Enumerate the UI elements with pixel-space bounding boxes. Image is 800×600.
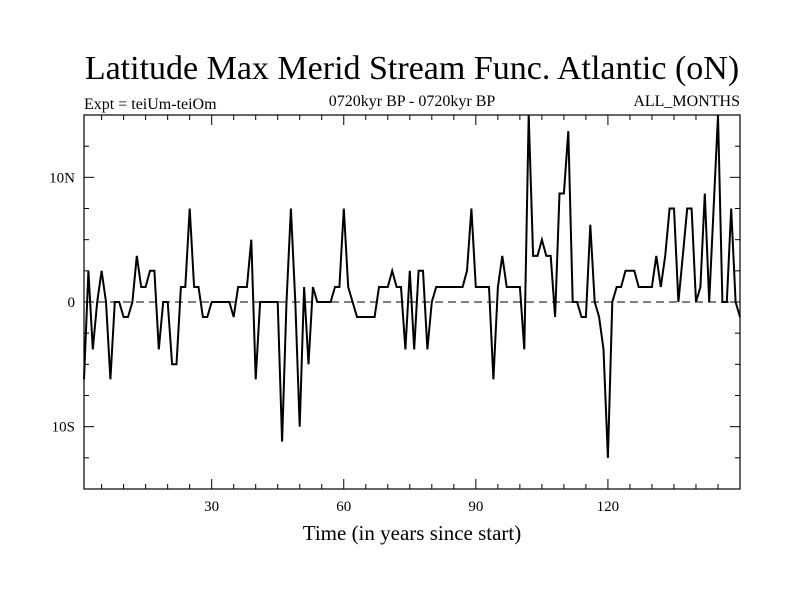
months-label: ALL_MONTHS: [633, 93, 740, 110]
x-tick-label: 60: [336, 499, 351, 515]
series-line-0: [83, 114, 741, 458]
axis-tick-labels: 30 60 90 120 10N 0 10S: [49, 170, 619, 515]
y-tick-label: 10N: [49, 170, 75, 186]
series-group: [83, 114, 741, 458]
x-tick-label: 30: [204, 499, 219, 515]
experiment-label: Expt = teiUm-teiOm: [84, 96, 217, 113]
x-tick-label: 90: [468, 499, 483, 515]
y-tick-label: 0: [68, 295, 76, 311]
x-axis-title: Time (in years since start): [303, 521, 522, 545]
chart-title: Latitude Max Merid Stream Func. Atlantic…: [85, 50, 739, 87]
y-tick-label: 10S: [52, 420, 75, 436]
period-label: 0720kyr BP - 0720kyr BP: [329, 93, 496, 110]
x-tick-label: 120: [597, 499, 620, 515]
